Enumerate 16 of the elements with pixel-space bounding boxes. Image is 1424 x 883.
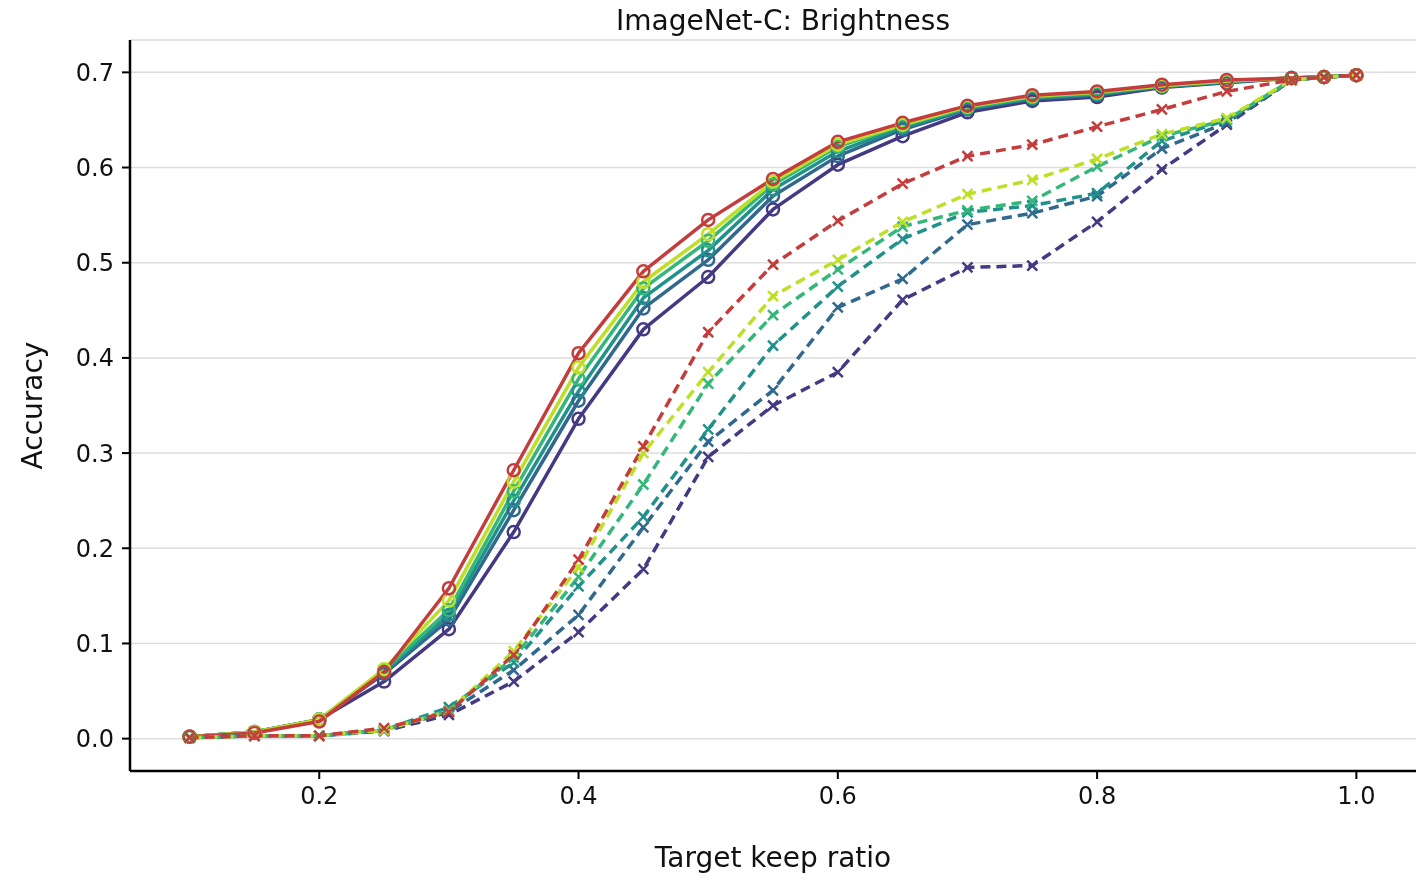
x-tick-label: 0.8: [1078, 782, 1117, 811]
y-tick-label: 0.7: [75, 58, 114, 87]
x-tick-label: 1.0: [1337, 782, 1376, 811]
chart-title: ImageNet-C: Brightness: [615, 4, 951, 37]
y-tick-label: 0.1: [75, 629, 114, 658]
y-tick-label: 0.3: [75, 439, 114, 468]
y-tick-label: 0.5: [75, 249, 114, 278]
y-tick-label: 0.6: [75, 154, 114, 183]
y-tick-label: 0.0: [75, 725, 114, 754]
y-axis-title: Accuracy: [15, 341, 49, 470]
y-tick-label: 0.2: [75, 534, 114, 563]
x-tick-label: 0.2: [300, 782, 339, 811]
x-tick-label: 0.6: [818, 782, 857, 811]
y-tick-label: 0.4: [75, 344, 114, 373]
x-axis-title: Target keep ratio: [653, 841, 892, 874]
x-tick-label: 0.4: [559, 782, 598, 811]
